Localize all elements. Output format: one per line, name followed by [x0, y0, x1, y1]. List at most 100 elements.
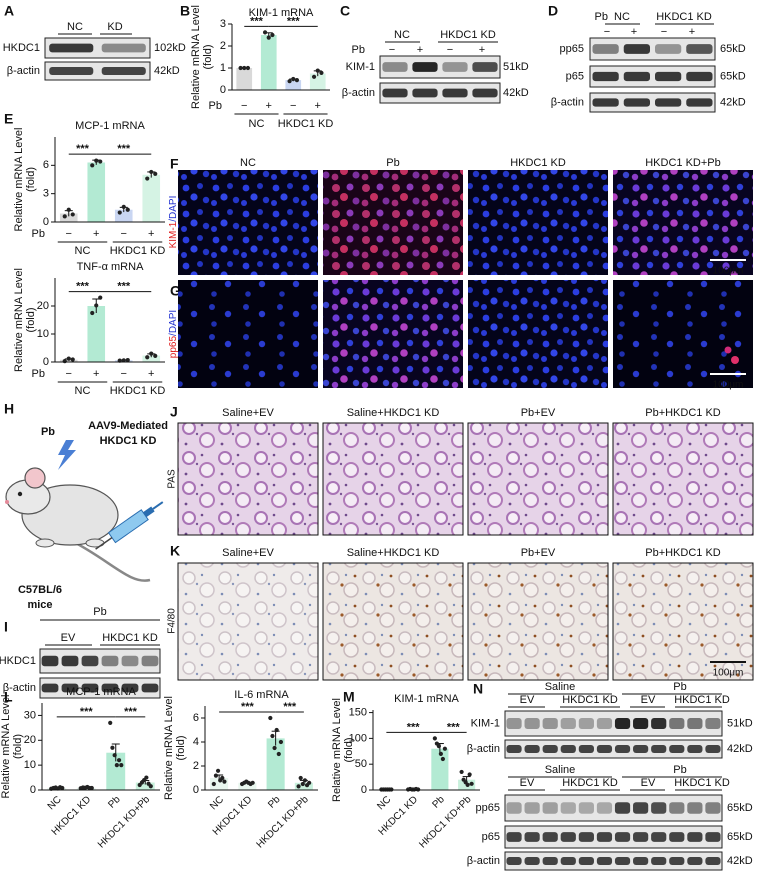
- data-point: [149, 351, 154, 356]
- blot-band: [506, 718, 522, 729]
- image-column-title: HKDC1 KD: [510, 157, 566, 169]
- blot-header: HKDC1 KD: [102, 632, 158, 644]
- image-column-title: Pb+EV: [521, 547, 556, 559]
- x-tick-label: −: [241, 100, 247, 112]
- image-column-title: Pb+EV: [521, 407, 556, 419]
- significance-label: ***: [76, 281, 90, 293]
- blot-band: [412, 88, 438, 98]
- fluorescence-image: [613, 280, 753, 388]
- blot-size-label: 42kD: [720, 96, 746, 108]
- treatment-label: Pb: [209, 100, 222, 112]
- group-label: NC: [75, 245, 91, 257]
- blot-band: [506, 745, 522, 753]
- data-point: [90, 310, 95, 316]
- treatment-sign: +: [689, 26, 695, 38]
- data-point: [432, 736, 437, 741]
- bar: [59, 359, 78, 362]
- y-axis-label: (fold): [25, 167, 37, 192]
- data-point: [242, 65, 247, 71]
- blot-band: [578, 832, 594, 842]
- blot-strip: [589, 92, 716, 113]
- image-column-title: Saline+HKDC1 KD: [347, 547, 440, 559]
- data-point: [116, 758, 122, 763]
- significance-label: ***: [117, 143, 131, 155]
- data-point: [153, 353, 158, 358]
- x-tick-label: +: [266, 100, 272, 112]
- blot-size-label: 65kD: [727, 831, 753, 843]
- blot-band: [141, 655, 159, 667]
- nucleus-highlight: [724, 346, 732, 354]
- y-tick-label: 4: [193, 736, 199, 748]
- panel-letter: M: [343, 689, 355, 705]
- blot-band: [61, 655, 79, 667]
- blot-strip: [504, 739, 723, 759]
- blot-band: [524, 832, 540, 842]
- blot-band: [578, 745, 594, 753]
- data-point: [211, 781, 216, 787]
- blot-strip: [379, 55, 501, 79]
- data-point: [119, 763, 124, 768]
- y-axis-label: (fold): [202, 44, 214, 69]
- blot-row-label: p65: [482, 831, 500, 843]
- x-tick-label: +: [148, 228, 154, 240]
- data-point: [319, 70, 324, 75]
- bar: [135, 782, 155, 790]
- blot-band: [542, 832, 558, 842]
- data-point: [389, 787, 394, 792]
- panel-letter: B: [180, 3, 190, 19]
- group-label: HKDC1 KD: [110, 385, 166, 397]
- blot-band: [121, 683, 139, 693]
- blot-band: [101, 43, 146, 53]
- blot-band: [651, 745, 667, 753]
- blot-size-label: 51kD: [727, 717, 753, 729]
- blot-treatment: Pb: [595, 11, 608, 23]
- blot-band: [686, 98, 713, 107]
- blot-size-label: 42kD: [503, 87, 529, 99]
- blot-band: [506, 802, 522, 814]
- data-point: [98, 295, 103, 300]
- blot-band: [472, 88, 498, 98]
- treatment-sign: +: [417, 44, 423, 56]
- data-point: [145, 355, 150, 360]
- panel-letter: H: [4, 401, 14, 417]
- panel-letter: L: [4, 689, 13, 705]
- data-point: [145, 176, 150, 181]
- blot-header: NC: [394, 29, 410, 41]
- blot-row-label: pp65: [560, 43, 584, 55]
- data-point: [276, 751, 281, 757]
- blot-band: [614, 832, 631, 842]
- blot-band: [542, 718, 558, 729]
- treatment-sign: +: [631, 26, 637, 38]
- bar: [59, 213, 78, 222]
- blot-band: [382, 88, 408, 98]
- blot-row-label: pp65: [476, 802, 500, 814]
- bar: [87, 306, 106, 362]
- data-point: [94, 158, 99, 163]
- blot-row-label: p65: [566, 70, 584, 82]
- data-point: [144, 775, 149, 780]
- x-tick-label: +: [93, 228, 99, 240]
- y-axis-label: Relative mRNA Level: [331, 698, 343, 802]
- image-column-title: NC: [240, 157, 256, 169]
- blot-band: [705, 857, 721, 865]
- fluorescence-image: [323, 170, 463, 275]
- fluorescence-image: [323, 280, 463, 388]
- stain-label: F4/80: [167, 608, 178, 634]
- group-label: HKDC1 KD: [110, 245, 166, 257]
- panel-letter: J: [170, 404, 178, 420]
- blot-band: [61, 683, 79, 693]
- x-tick-label: +: [315, 100, 321, 112]
- y-axis-label: Relative mRNA Level: [163, 696, 175, 800]
- chart-title: TNF-α mRNA: [77, 261, 145, 273]
- blot-band: [633, 857, 649, 865]
- blot-band: [686, 71, 713, 82]
- significance-label: ***: [80, 706, 94, 718]
- panel-letter: D: [548, 3, 558, 19]
- significance-label: ***: [287, 15, 301, 27]
- x-tick-label: −: [290, 100, 296, 112]
- data-point: [125, 207, 130, 212]
- blot-strip: [44, 61, 151, 81]
- scale-bar-label: 100μm: [713, 266, 744, 277]
- x-tick-label: HKDC1 KD+Pb: [255, 794, 312, 851]
- data-point: [153, 171, 158, 176]
